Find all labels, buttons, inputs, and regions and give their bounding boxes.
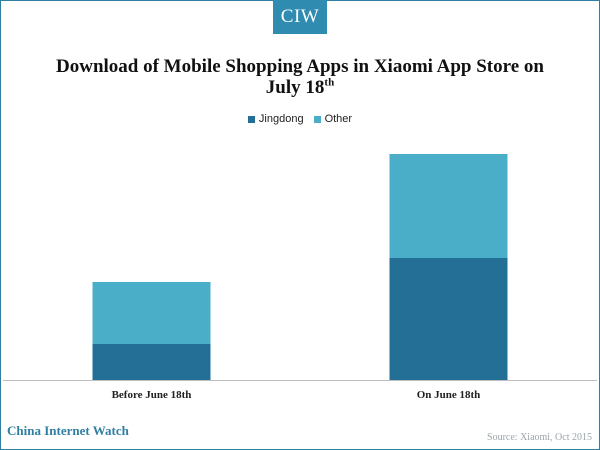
legend-label-jingdong: Jingdong [258, 113, 304, 125]
chart-legend: Jingdong Other [0, 113, 600, 125]
bar-other-0 [92, 282, 211, 344]
legend-item-jingdong: Jingdong [247, 113, 304, 125]
legend-swatch-other [313, 115, 321, 123]
logo-text: CIW [280, 6, 320, 27]
footer-brand: China Internet Watch [7, 423, 129, 438]
chart-title-superscript: th [324, 76, 335, 89]
legend-item-other: Other [313, 113, 353, 125]
bar-jingdong-1 [389, 258, 508, 380]
ciw-logo: CIW [273, 0, 327, 34]
bar-jingdong-0 [92, 344, 211, 380]
bar-other-1 [389, 154, 508, 258]
legend-label-other: Other [324, 113, 353, 125]
x-tick-label-0: Before June 18th [112, 389, 192, 401]
x-tick-label-1: On June 18th [417, 389, 481, 401]
chart-title-text: Download of Mobile Shopping Apps in Xiao… [56, 56, 544, 98]
legend-swatch-jingdong [247, 115, 255, 123]
chart-title: Download of Mobile Shopping Apps in Xiao… [40, 56, 560, 98]
footer-source: Source: Xiaomi, Oct 2015 [487, 432, 592, 443]
